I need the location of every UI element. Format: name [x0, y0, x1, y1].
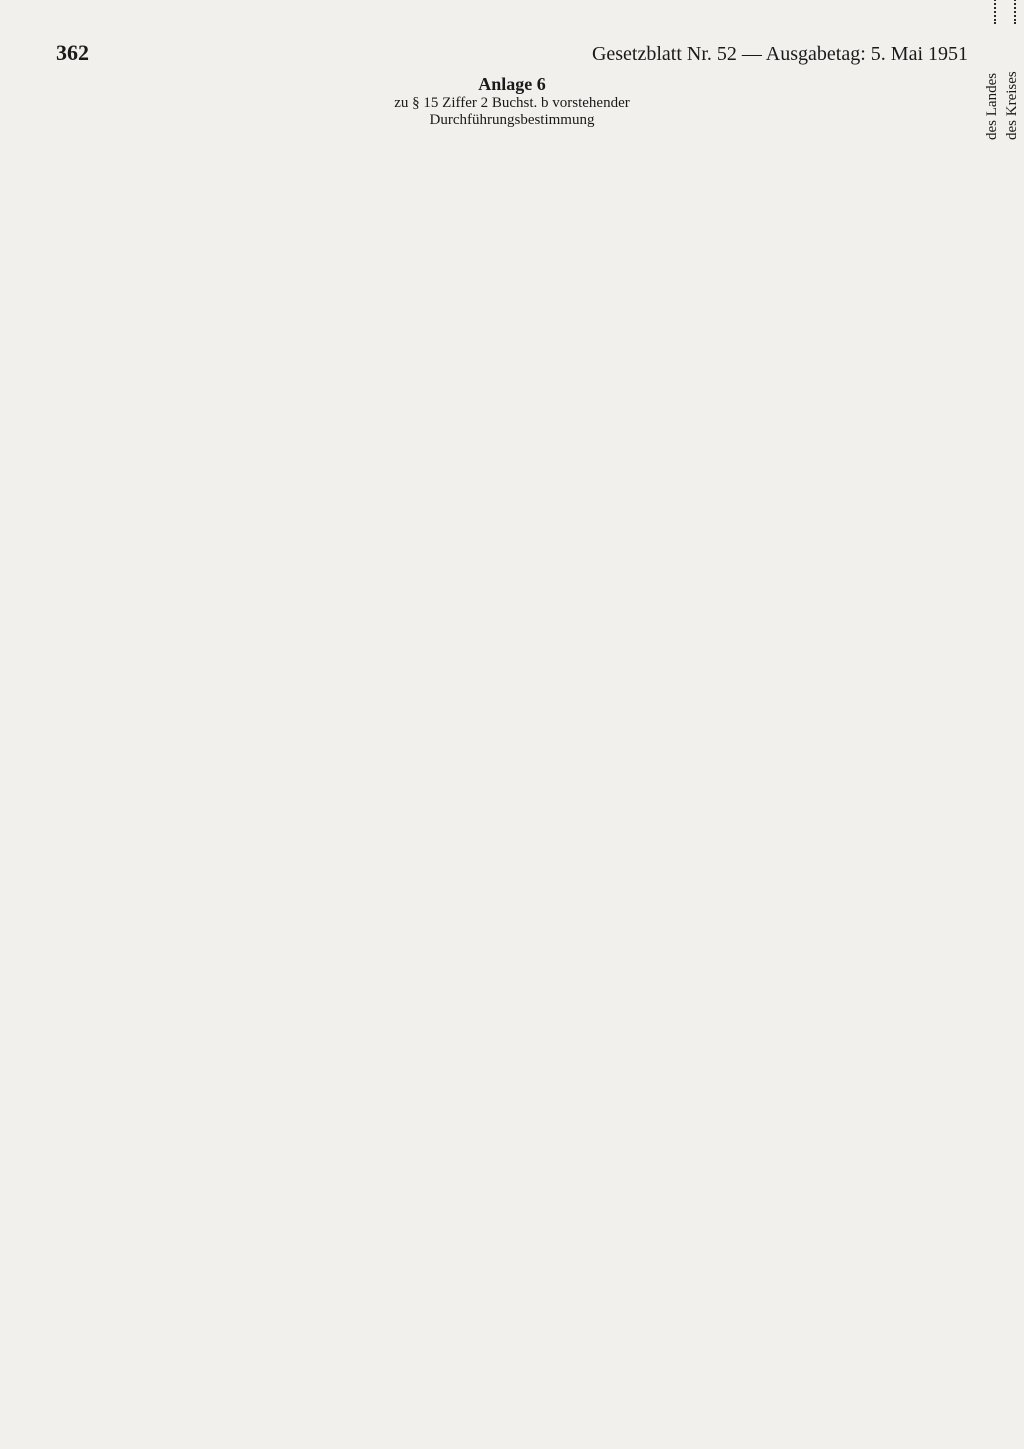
blank-line [985, 0, 996, 24]
anlage-sub-2: Durchführungsbestimmung [50, 112, 974, 129]
blank-line [1005, 0, 1016, 24]
form-intro: des Landes Haushaltsrechnung für die Zei… [976, 0, 1024, 140]
running-title: Gesetzblatt Nr. 52 — Ausgabetag: 5. Mai … [592, 43, 968, 66]
page-header: 362 Gesetzblatt Nr. 52 — Ausgabetag: 5. … [50, 40, 974, 66]
kreis-label: des Kreises [1004, 30, 1021, 140]
page-number: 362 [56, 40, 89, 66]
anlage-title: Anlage 6 [50, 74, 974, 95]
land-label: des Landes [984, 30, 1001, 140]
anlage-sub-1: zu § 15 Ziffer 2 Buchst. b vorstehender [50, 95, 974, 112]
anlage-block: Anlage 6 zu § 15 Ziffer 2 Buchst. b vors… [50, 74, 974, 130]
